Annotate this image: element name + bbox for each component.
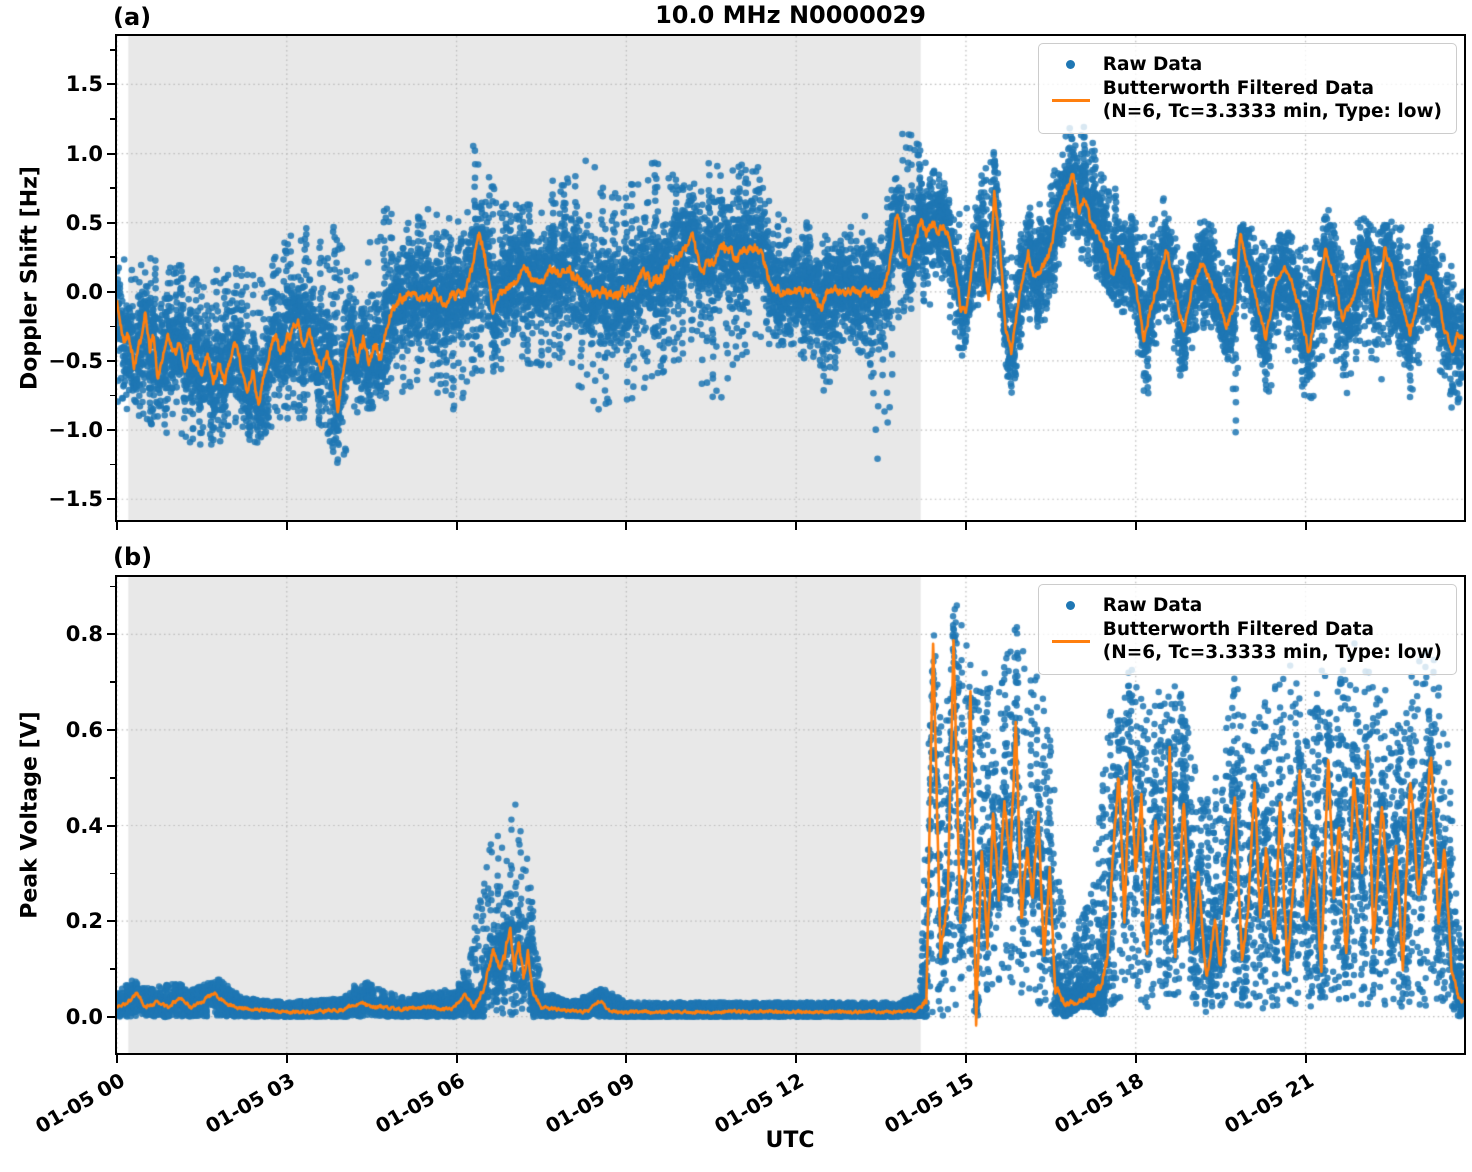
x-tick	[1304, 1055, 1307, 1063]
y-tick	[107, 290, 115, 293]
x-tick	[964, 1055, 967, 1063]
legend-filtered-label: Butterworth Filtered Data	[1102, 77, 1375, 99]
y-tick-label: −1.5	[48, 487, 103, 512]
x-tick	[1134, 522, 1137, 530]
y-tick-label: 0.0	[65, 279, 103, 304]
x-tick	[1134, 1055, 1137, 1063]
legend-doppler: Raw Data Butterworth Filtered Data (N=6,…	[1037, 43, 1457, 135]
x-tick-label: 01-05 18	[1050, 1068, 1148, 1139]
y-tick-label: 0.8	[65, 622, 103, 647]
x-tick	[625, 522, 628, 530]
y-minor-tick	[110, 776, 115, 779]
y-tick-label: 0.5	[65, 210, 103, 235]
y-tick	[107, 728, 115, 731]
y-minor-tick	[110, 325, 115, 328]
y-minor-tick	[110, 463, 115, 466]
y-tick-label: 0.4	[65, 813, 103, 838]
y-tick-label: 0.0	[65, 1004, 103, 1029]
y-tick-label: 0.6	[65, 717, 103, 742]
y-tick	[107, 1015, 115, 1018]
y-tick-label: 1.5	[65, 72, 103, 97]
legend-filtered-params: (N=6, Tc=3.3333 min, Type: low)	[1102, 101, 1442, 123]
y-tick-label: 1.0	[65, 141, 103, 166]
y-tick	[107, 633, 115, 636]
x-tick	[964, 522, 967, 530]
x-tick	[1304, 522, 1307, 530]
y-minor-tick	[110, 256, 115, 259]
raw-data-marker-icon	[1066, 601, 1076, 611]
x-tick	[116, 522, 118, 530]
filtered-line-marker-icon	[1051, 639, 1090, 644]
y-minor-tick	[110, 394, 115, 397]
y-minor-tick	[110, 49, 115, 51]
y-tick	[107, 824, 115, 827]
x-tick-label: 01-05 21	[1219, 1068, 1318, 1139]
y-minor-tick	[110, 872, 115, 875]
legend-filtered-label: Butterworth Filtered Data	[1102, 618, 1375, 640]
x-tick	[116, 1055, 118, 1063]
y-tick	[107, 920, 115, 923]
x-tick	[285, 522, 288, 530]
filtered-line-marker-icon	[1051, 98, 1090, 103]
y-minor-tick	[110, 681, 115, 683]
y-tick-label: 0.2	[65, 909, 103, 934]
x-tick	[285, 1055, 288, 1063]
y-minor-tick	[110, 118, 115, 120]
x-tick-label: 01-05 06	[371, 1068, 469, 1139]
x-tick-label: 01-05 09	[540, 1068, 639, 1139]
y-tick	[107, 221, 115, 224]
x-tick	[795, 522, 798, 530]
y-minor-tick	[110, 968, 115, 970]
y-tick	[107, 429, 115, 432]
y-minor-tick	[110, 585, 115, 588]
y-tick	[107, 359, 115, 362]
x-tick-label: 01-05 15	[880, 1068, 978, 1139]
panel-a-label: (a)	[113, 3, 152, 31]
x-tick	[625, 1055, 628, 1063]
y-tick	[107, 152, 115, 155]
x-tick-label: 01-05 03	[201, 1068, 299, 1139]
legend-filtered-params: (N=6, Tc=3.3333 min, Type: low)	[1102, 642, 1442, 664]
doppler-panel: Raw Data Butterworth Filtered Data (N=6,…	[115, 34, 1466, 522]
legend-voltage: Raw Data Butterworth Filtered Data (N=6,…	[1037, 584, 1457, 676]
x-axis-label: UTC	[765, 1128, 815, 1153]
legend-raw-label: Raw Data	[1102, 54, 1203, 75]
y-tick-label: −0.5	[48, 348, 103, 373]
y-tick	[107, 498, 115, 501]
x-tick	[455, 1055, 458, 1063]
y-tick	[107, 83, 115, 86]
raw-data-marker-icon	[1066, 60, 1076, 70]
x-tick	[455, 522, 458, 530]
y-tick-label: −1.0	[48, 418, 103, 443]
voltage-panel: Raw Data Butterworth Filtered Data (N=6,…	[115, 575, 1466, 1055]
x-tick-label: 01-05 00	[31, 1068, 129, 1139]
panel-b-label: (b)	[113, 543, 153, 571]
x-tick	[795, 1055, 798, 1063]
legend-raw-label: Raw Data	[1102, 595, 1203, 616]
chart-title: 10.0 MHz N0000029	[655, 1, 926, 29]
y-minor-tick	[110, 187, 115, 189]
